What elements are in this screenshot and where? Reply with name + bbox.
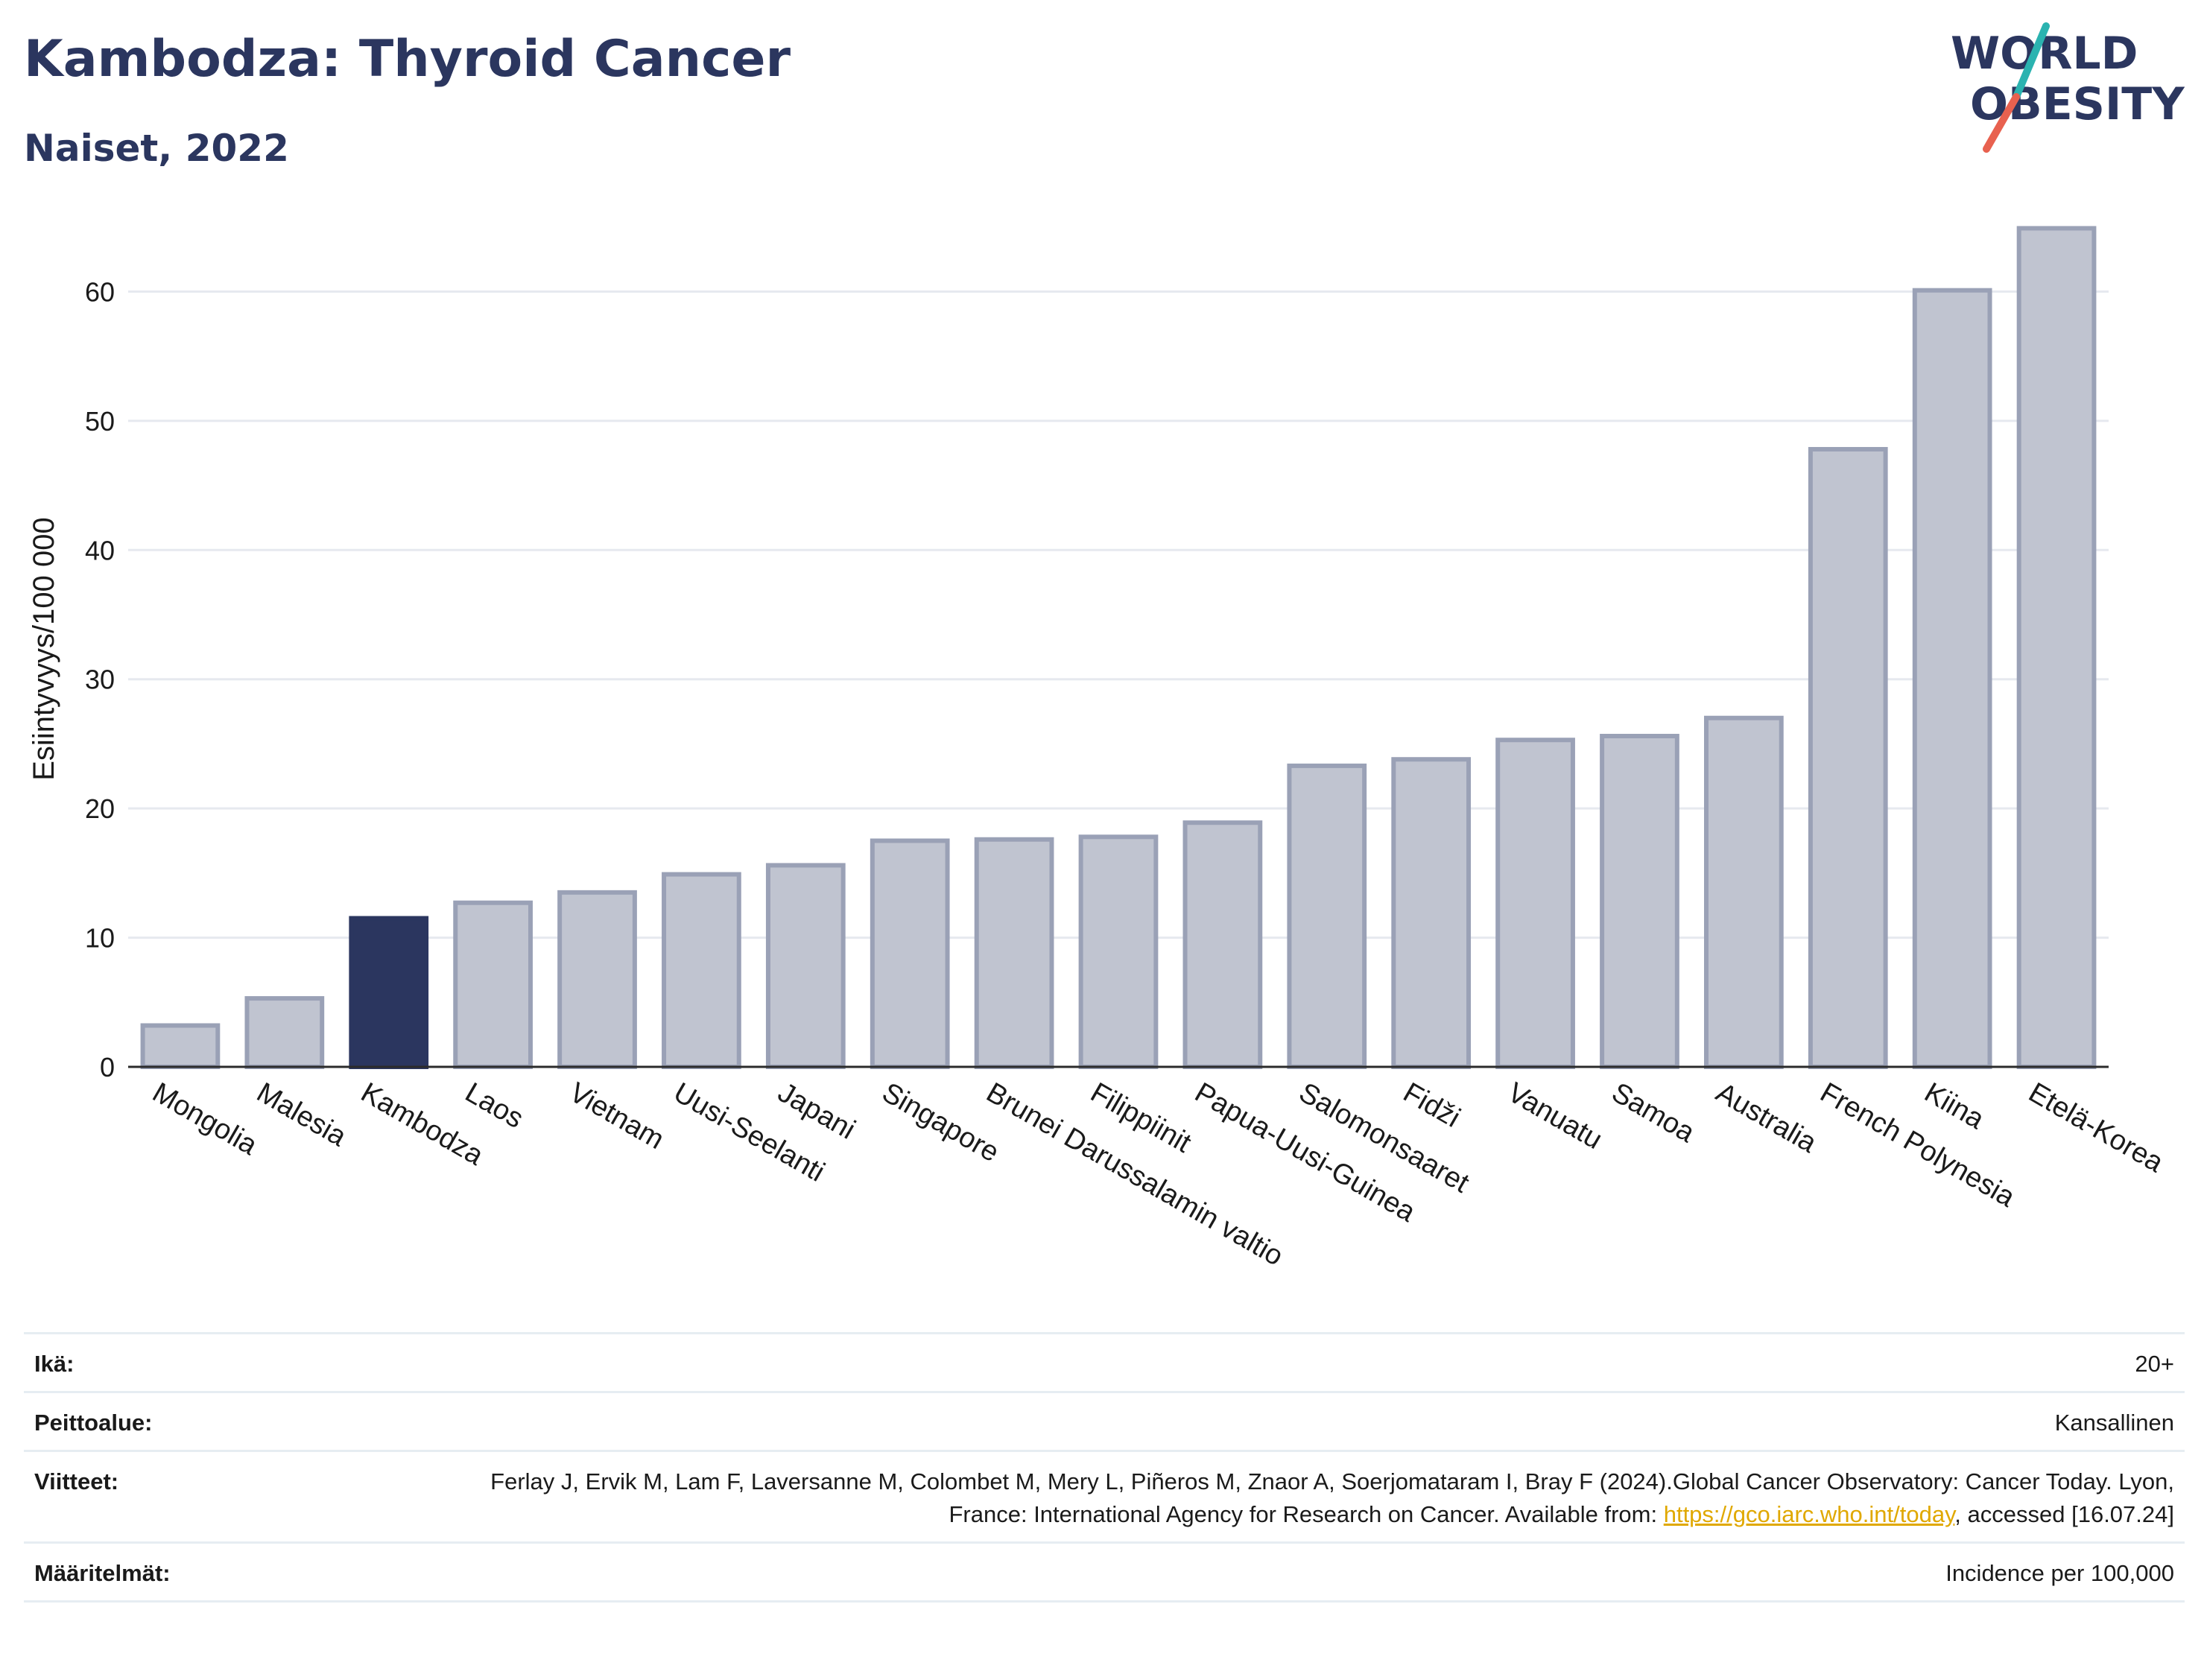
info-table: Ikä: 20+ Peittoalue: Kansallinen Viittee… (24, 1332, 2185, 1603)
references-label: Viitteet: (34, 1468, 119, 1494)
x-tick-label: Vietnam (564, 1077, 669, 1156)
references-text: Ferlay J, Ervik M, Lam F, Laversanne M, … (490, 1468, 2174, 1527)
x-tick-label: Samoa (1606, 1077, 1700, 1149)
bar (870, 838, 950, 1070)
bar (557, 890, 637, 1070)
x-tick-label: Vanuatu (1502, 1077, 1607, 1156)
y-tick-labels: 0 10 20 30 40 50 60 (85, 276, 115, 1083)
bar (1912, 288, 1992, 1069)
bar (1078, 834, 1159, 1069)
logo-slash-teal (2013, 22, 2050, 101)
y-tick-label: 20 (85, 793, 115, 824)
age-label: Ikä: (34, 1351, 75, 1377)
info-row-definitions: Määritelmät: Incidence per 100,000 (24, 1541, 2185, 1603)
x-tick-label: Kiina (1919, 1077, 1990, 1135)
x-tick-label: Laos (460, 1077, 528, 1135)
x-tick-label: Fidži (1398, 1077, 1465, 1133)
logo-slash-red (1983, 93, 2020, 153)
bar (1182, 820, 1263, 1069)
definitions-label: Määritelmät: (34, 1560, 171, 1586)
world-obesity-logo: WORLD OBESITY (1951, 22, 2185, 153)
x-tick-label: Etelä-Korea (2024, 1077, 2170, 1179)
age-value: 20+ (2135, 1351, 2174, 1377)
x-tick-label: French Polynesia (1815, 1077, 2021, 1214)
info-row-references: Viitteet: Ferlay J, Ervik M, Lam F, Lave… (24, 1450, 2185, 1541)
x-tick-label: Mongolia (147, 1077, 262, 1161)
references-tail: , accessed [16.07.24] (1954, 1501, 2174, 1527)
bar (1495, 738, 1575, 1069)
references-value: Ferlay J, Ervik M, Lam F, Laversanne M, … (460, 1465, 2174, 1531)
bar (1600, 734, 1679, 1070)
y-axis-label: Esiintyvyys/100 000 (28, 517, 60, 781)
bar (244, 996, 325, 1069)
coverage-label: Peittoalue: (34, 1410, 153, 1436)
y-tick-label: 0 (100, 1052, 115, 1083)
bar (974, 837, 1054, 1069)
bar (349, 916, 429, 1069)
bar (1808, 446, 1888, 1069)
bar (662, 872, 741, 1069)
bar (1391, 757, 1472, 1069)
x-tick-label: Malesia (251, 1077, 352, 1153)
definitions-value: Incidence per 100,000 (1945, 1560, 2174, 1586)
bar (2016, 226, 2097, 1069)
bar (765, 863, 846, 1070)
y-tick-label: 40 (85, 535, 115, 565)
y-tick-label: 30 (85, 665, 115, 695)
bars (140, 226, 2097, 1070)
chart-subtitle: Naiset, 2022 (24, 127, 289, 170)
bar (453, 900, 533, 1070)
y-tick-label: 10 (85, 923, 115, 954)
bar (1287, 763, 1367, 1069)
y-tick-label: 60 (85, 276, 115, 307)
x-tick-label: Singapore (877, 1077, 1004, 1168)
info-row-age: Ikä: 20+ (24, 1332, 2185, 1391)
info-row-coverage: Peittoalue: Kansallinen (24, 1391, 2185, 1450)
y-tick-label: 50 (85, 406, 115, 437)
coverage-value: Kansallinen (2054, 1410, 2174, 1436)
x-tick-label: Australia (1711, 1077, 1823, 1159)
bar (140, 1023, 221, 1069)
chart-title: Kambodza: Thyroid Cancer (24, 30, 791, 89)
references-link[interactable]: https://gco.iarc.who.int/today (1663, 1501, 1955, 1527)
bar (1704, 715, 1784, 1069)
